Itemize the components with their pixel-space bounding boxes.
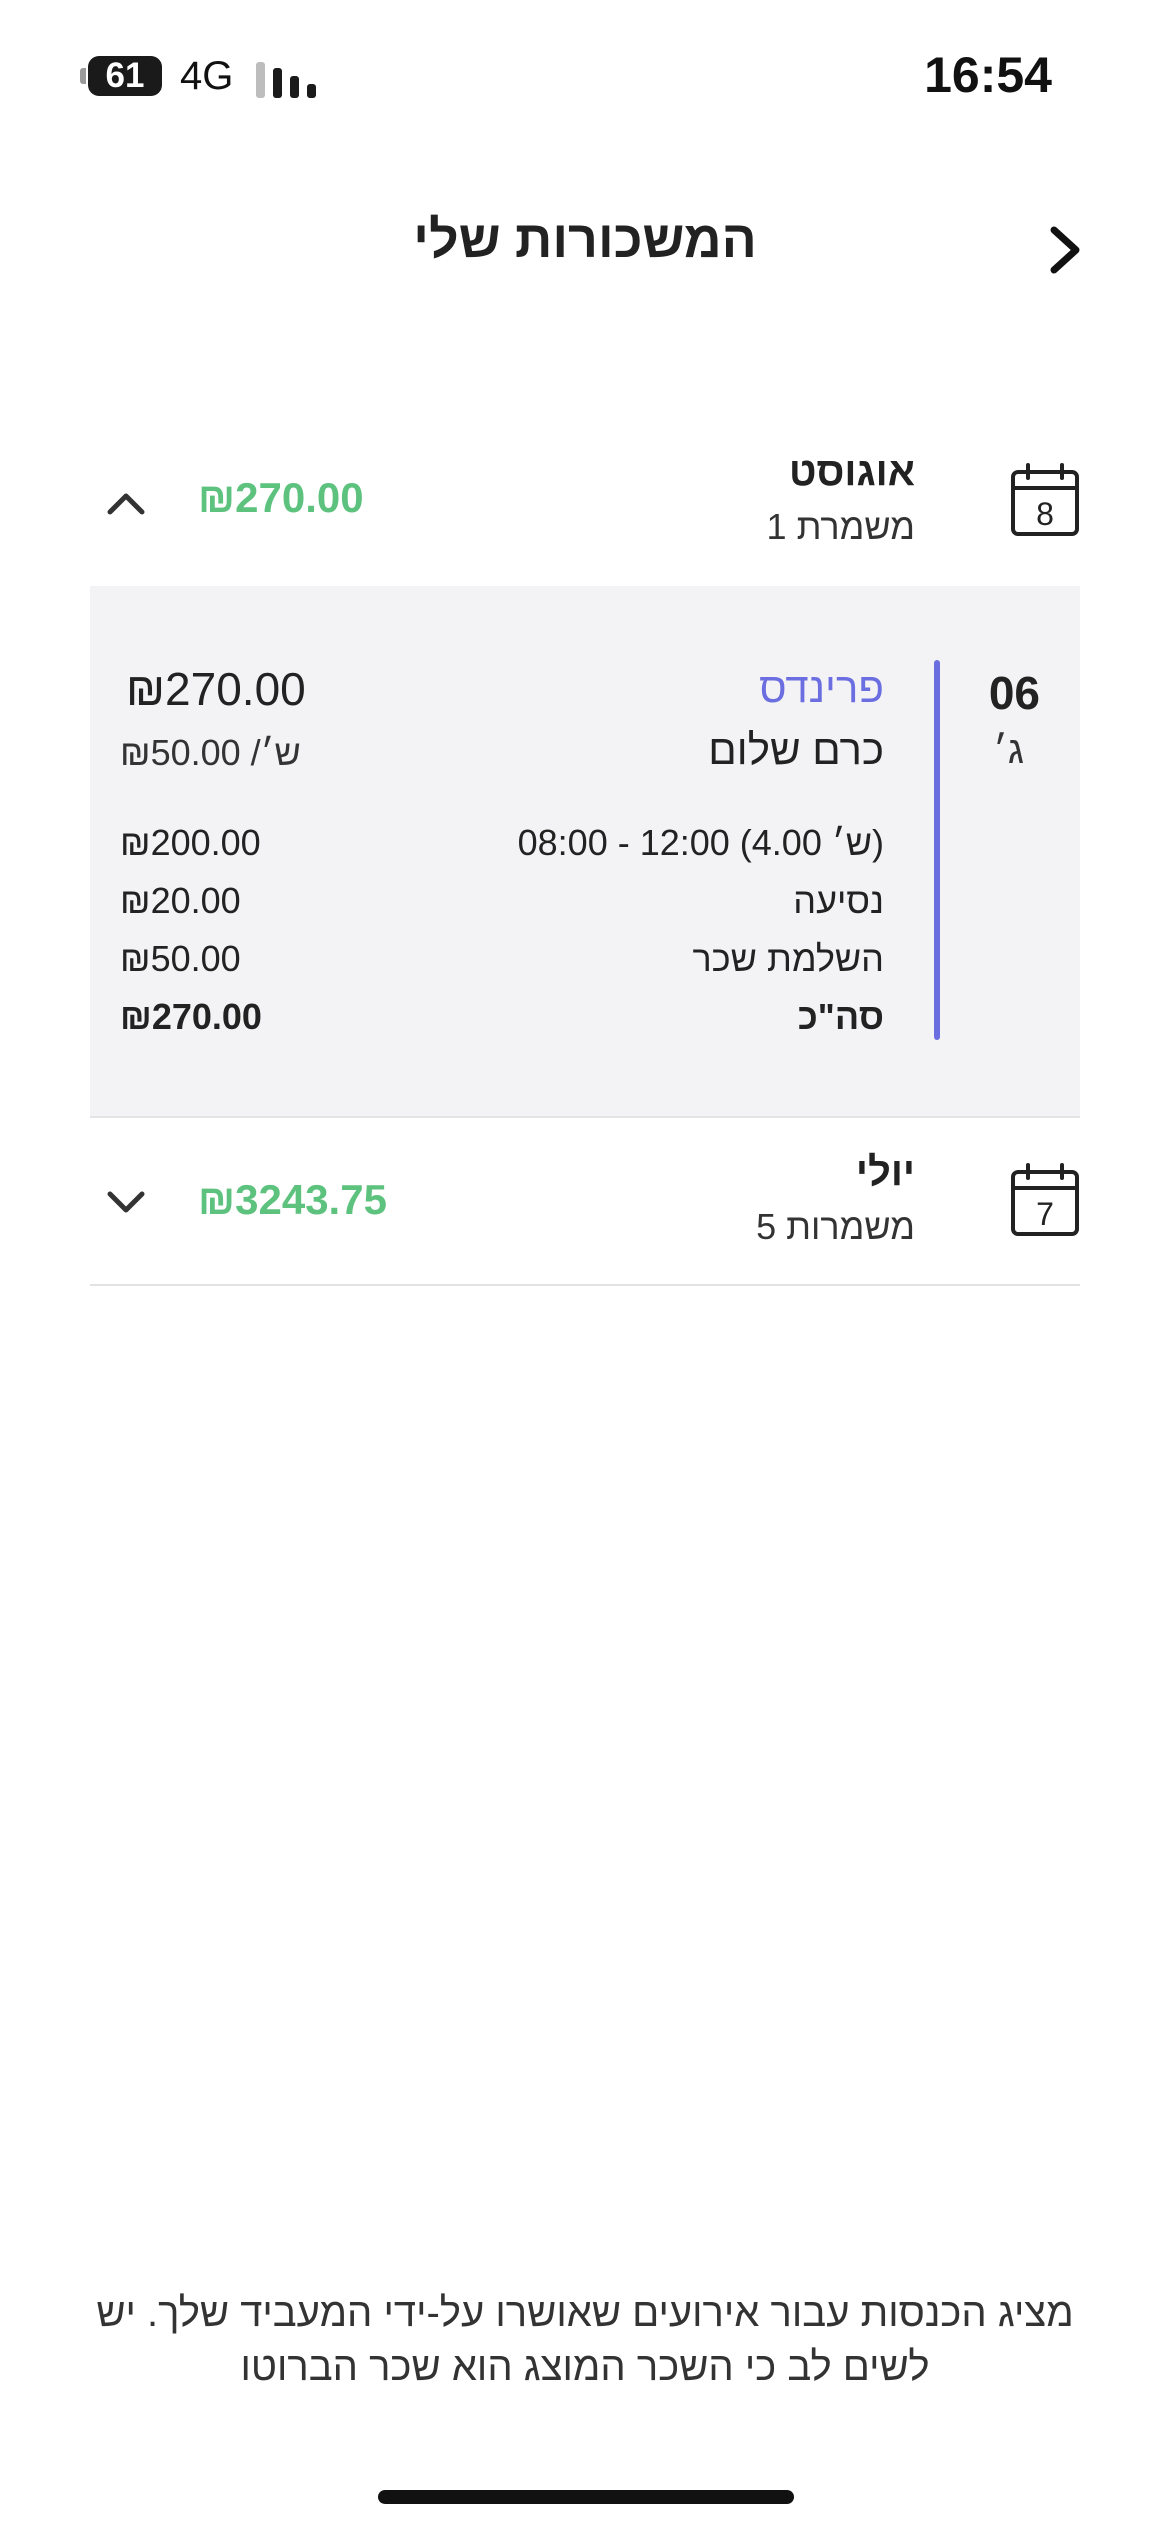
month-name: אוגוסט — [788, 450, 915, 494]
month-row-august[interactable]: 8 אוגוסט 1 משמרת ₪270.00 — [90, 440, 1080, 570]
month-total: ₪3243.75 — [198, 1176, 387, 1223]
back-chevron-icon[interactable] — [1040, 220, 1090, 280]
chevron-up-icon[interactable] — [106, 490, 146, 516]
shift-hours-label: 08:00 - 12:00 (4.00 ש׳) — [517, 822, 884, 863]
svg-text:7: 7 — [1036, 1196, 1054, 1232]
calendar-icon: 7 — [1011, 1163, 1079, 1236]
page-title: המשכורות שלי — [413, 211, 757, 269]
month-row-july[interactable]: 7 יולי 5 משמרות ₪3243.75 — [90, 1120, 1080, 1280]
shift-location: כרם שלום — [708, 726, 884, 773]
battery-level: 61 — [105, 56, 145, 95]
month-shift-count: 1 משמרת — [766, 506, 915, 547]
footer-note: מציג הכנסות עבור אירועים שאושרו על-ידי ה… — [96, 2291, 1074, 2389]
shift-day-name: ג׳ — [993, 730, 1024, 772]
shift-hours-value: ₪200.00 — [120, 822, 261, 863]
clock: 16:54 — [924, 47, 1052, 103]
shift-total-value: ₪270.00 — [120, 996, 262, 1037]
shift-detail-panel: 06 ג׳ פרינדס כרם שלום ₪270.00 ₪50.00 /ש׳… — [90, 586, 1080, 1118]
wage-supplement-label: השלמת שכר — [692, 938, 884, 979]
status-bar: 61 4G 16:54 — [0, 0, 1170, 150]
month-total: ₪270.00 — [198, 474, 364, 521]
battery-icon: 61 — [88, 56, 162, 96]
month-shift-count: 5 משמרות — [756, 1206, 915, 1247]
svg-text:8: 8 — [1036, 496, 1054, 532]
shift-amount: ₪270.00 — [126, 663, 306, 715]
travel-value: ₪20.00 — [120, 880, 241, 921]
month-name: יולי — [855, 1150, 915, 1194]
travel-label: נסיעה — [793, 880, 884, 921]
shift-hourly-rate: ₪50.00 /ש׳ — [120, 732, 301, 773]
chevron-down-icon[interactable] — [106, 1190, 146, 1216]
signal-icon — [256, 62, 318, 98]
shift-client: פרינדס — [759, 664, 884, 711]
shift-day-number: 06 — [988, 667, 1040, 719]
shift-total-label: סה"כ — [797, 996, 884, 1037]
home-indicator[interactable] — [378, 2490, 794, 2504]
battery-cap — [80, 68, 86, 84]
shift-accent-bar — [934, 660, 940, 1040]
month-divider — [90, 1284, 1080, 1286]
wage-supplement-value: ₪50.00 — [120, 938, 241, 979]
calendar-icon: 8 — [1011, 463, 1079, 536]
network-type: 4G — [180, 54, 234, 98]
